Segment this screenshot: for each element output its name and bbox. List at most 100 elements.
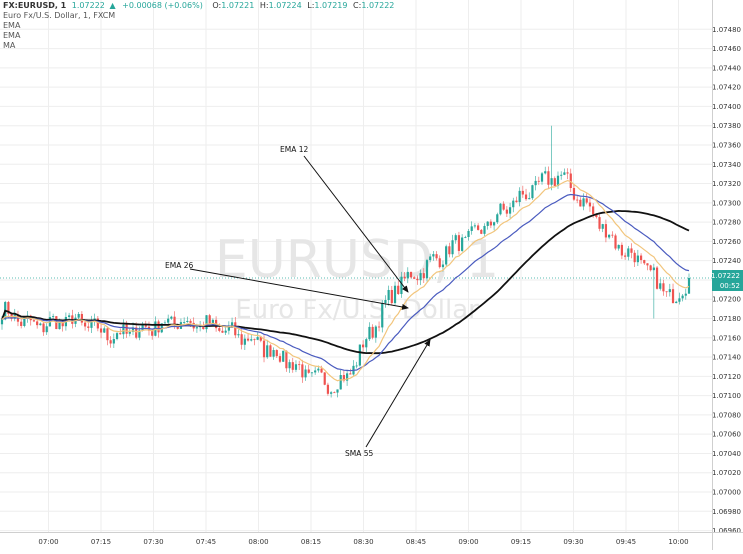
- candle-body: [671, 289, 675, 304]
- candle-body: [109, 340, 112, 344]
- candle-body: [470, 226, 473, 231]
- close-label: C:: [353, 1, 362, 10]
- candle-body: [659, 283, 662, 289]
- candle-body: [665, 291, 668, 293]
- candle-body: [0, 319, 4, 325]
- candle-body: [636, 255, 639, 263]
- price-tag: 1.07222 00:52: [711, 270, 743, 291]
- low-label: L:: [307, 1, 315, 10]
- candle-body: [534, 180, 537, 186]
- indicator-ema-2[interactable]: EMA: [3, 31, 21, 40]
- candle-body: [221, 330, 224, 333]
- symbol-label[interactable]: FX:EURUSD, 1: [3, 1, 67, 10]
- candle-body: [502, 203, 505, 210]
- candle-body: [45, 326, 48, 333]
- candle-body: [291, 362, 294, 370]
- y-tick-label: 1.07160: [712, 334, 741, 342]
- candle-body: [429, 256, 432, 261]
- candle-body: [432, 254, 435, 257]
- candle-body: [655, 267, 659, 289]
- candle-body: [518, 190, 521, 203]
- x-tick-label: 08:30: [353, 538, 373, 546]
- y-tick-label: 1.07140: [712, 354, 741, 362]
- candle-body: [122, 324, 125, 335]
- candle-body: [250, 339, 253, 341]
- candle-body: [451, 240, 454, 255]
- candle-body: [68, 315, 71, 317]
- candle-body: [604, 224, 608, 238]
- candle-body: [138, 330, 141, 338]
- candle-body: [620, 244, 623, 256]
- candle-body: [205, 315, 208, 330]
- y-tick-label: 1.07320: [712, 180, 741, 188]
- price-change: +0.00068 (+0.06%): [122, 1, 203, 10]
- candle-body: [668, 289, 671, 293]
- candle-body: [339, 375, 342, 390]
- candle-body: [569, 173, 572, 189]
- price-tag-box: [712, 270, 743, 291]
- candle-body: [492, 222, 496, 226]
- candle-body: [454, 235, 457, 241]
- candle-body: [80, 313, 83, 323]
- candle-body: [20, 321, 23, 326]
- candle-body: [106, 328, 109, 341]
- x-tick-label: 07:45: [196, 538, 216, 546]
- candle-body: [195, 327, 199, 329]
- candle-body: [678, 298, 681, 302]
- change-arrow: ▲: [109, 1, 116, 10]
- candle-body: [550, 178, 553, 185]
- candle-body: [576, 199, 579, 201]
- candle-body: [643, 260, 646, 264]
- candle-body: [544, 171, 547, 174]
- candle-body: [330, 392, 333, 394]
- ema26-line: [1, 193, 690, 372]
- candle-body: [457, 235, 461, 251]
- candle-body: [531, 185, 534, 199]
- low-value: 1.07219: [314, 1, 348, 10]
- candle-body: [365, 339, 368, 348]
- y-tick-label: 1.07340: [712, 161, 741, 169]
- candle-body: [342, 375, 346, 381]
- candle-body: [61, 320, 64, 327]
- annotation-ema12-arrow: [303, 155, 409, 293]
- y-tick-label: 1.07300: [712, 199, 741, 207]
- indicator-ema-1[interactable]: EMA: [3, 21, 21, 30]
- candle-body: [608, 234, 611, 238]
- candle-body: [314, 370, 317, 373]
- watermark-description: Euro Fx/U.S. Dollar: [235, 295, 479, 325]
- y-tick-label: 1.07040: [712, 450, 741, 458]
- candle-body: [397, 285, 400, 295]
- candle-body: [230, 322, 234, 326]
- watermark: EURUSD, 1 Euro Fx/U.S. Dollar: [215, 230, 499, 325]
- y-tick-label: 1.07420: [712, 84, 741, 92]
- candle-body: [173, 316, 176, 325]
- candle-body: [275, 350, 278, 357]
- candle-body: [237, 334, 240, 336]
- indicator-ma[interactable]: MA: [3, 41, 16, 50]
- candle-body: [52, 316, 55, 318]
- candle-body: [684, 293, 687, 296]
- candle-body: [585, 198, 588, 203]
- candle-body: [288, 362, 291, 369]
- candle-body: [422, 273, 425, 279]
- candle-body: [547, 171, 550, 185]
- candle-body: [598, 217, 601, 229]
- candle-body: [528, 198, 531, 200]
- candle-body: [409, 271, 413, 278]
- candle-body: [566, 172, 569, 174]
- y-tick-label: 1.07480: [712, 26, 741, 34]
- x-tick-label: 09:00: [458, 538, 478, 546]
- ema12-line: [1, 179, 690, 382]
- candle-body: [595, 214, 598, 218]
- candle-body: [42, 323, 45, 333]
- chart-legend: FX:EURUSD, 1 1.07222 ▲ +0.00068 (+0.06%)…: [3, 1, 394, 51]
- candle-body: [119, 333, 122, 335]
- candle-body: [461, 237, 464, 251]
- annotation-sma55-label: SMA 55: [345, 449, 374, 458]
- candle-body: [7, 302, 10, 314]
- y-tick-label: 1.07280: [712, 219, 741, 227]
- x-tick-label: 07:30: [143, 538, 163, 546]
- candle-body: [639, 255, 643, 261]
